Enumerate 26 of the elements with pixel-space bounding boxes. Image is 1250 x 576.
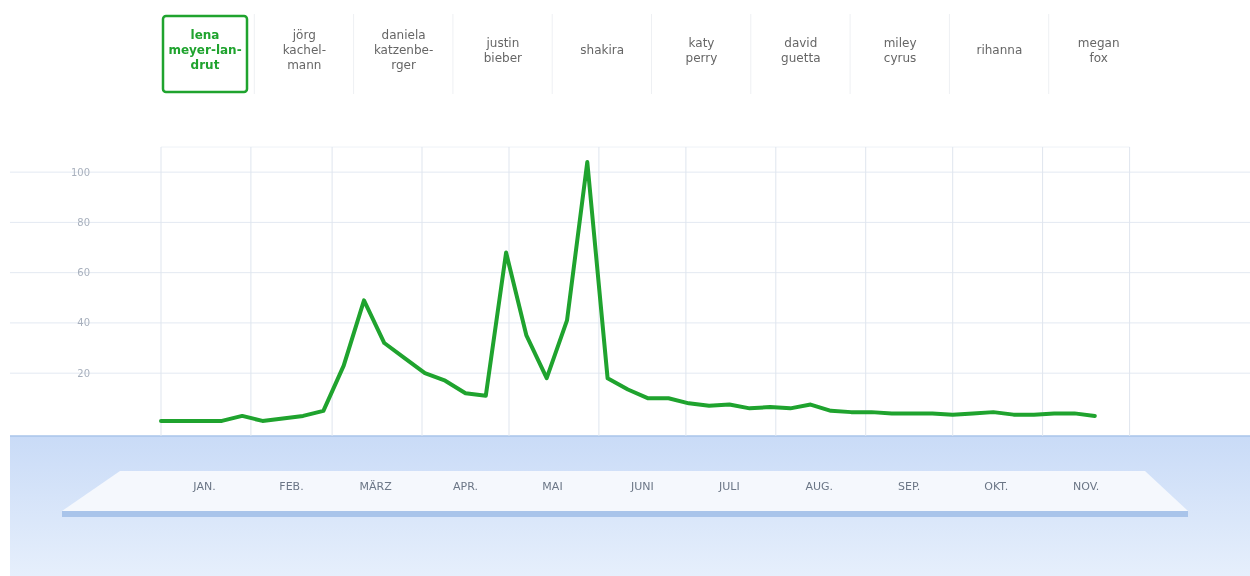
x-tick-label: JAN. — [192, 480, 216, 493]
text: daniela katzenbe- rger — [373, 28, 434, 72]
x-tick-label: SEP. — [898, 480, 921, 493]
text: megan fox — [1077, 35, 1120, 65]
x-tick-label: MÄRZ — [359, 480, 393, 493]
text: lena meyer-lan- drut — [168, 28, 242, 72]
x-tick-label: OKT. — [984, 480, 1009, 493]
text: miley cyrus — [883, 35, 917, 65]
text: jörg kachel- mann — [282, 28, 326, 72]
y-tick-label: 100 — [70, 166, 90, 178]
x-tick-label: FEB. — [279, 480, 304, 493]
y-tick-label: 20 — [77, 367, 90, 379]
text: justin bieber — [483, 35, 523, 65]
y-tick-label: 80 — [77, 216, 90, 228]
text: rihanna — [976, 43, 1023, 57]
text: shakira — [580, 43, 625, 57]
text: katy perry — [685, 35, 718, 65]
x-tick-label: JULI — [718, 480, 740, 493]
y-tick-label: 60 — [77, 267, 90, 279]
text: david guetta — [781, 35, 821, 65]
x-tick-label: APR. — [453, 480, 478, 493]
x-tick-label: JUNI — [630, 480, 654, 493]
x-tick-label: NOV. — [1072, 480, 1100, 493]
x-tick-label: MAI — [542, 480, 563, 493]
x-tick-label: AUG. — [805, 480, 834, 493]
y-tick-label: 40 — [77, 317, 90, 329]
